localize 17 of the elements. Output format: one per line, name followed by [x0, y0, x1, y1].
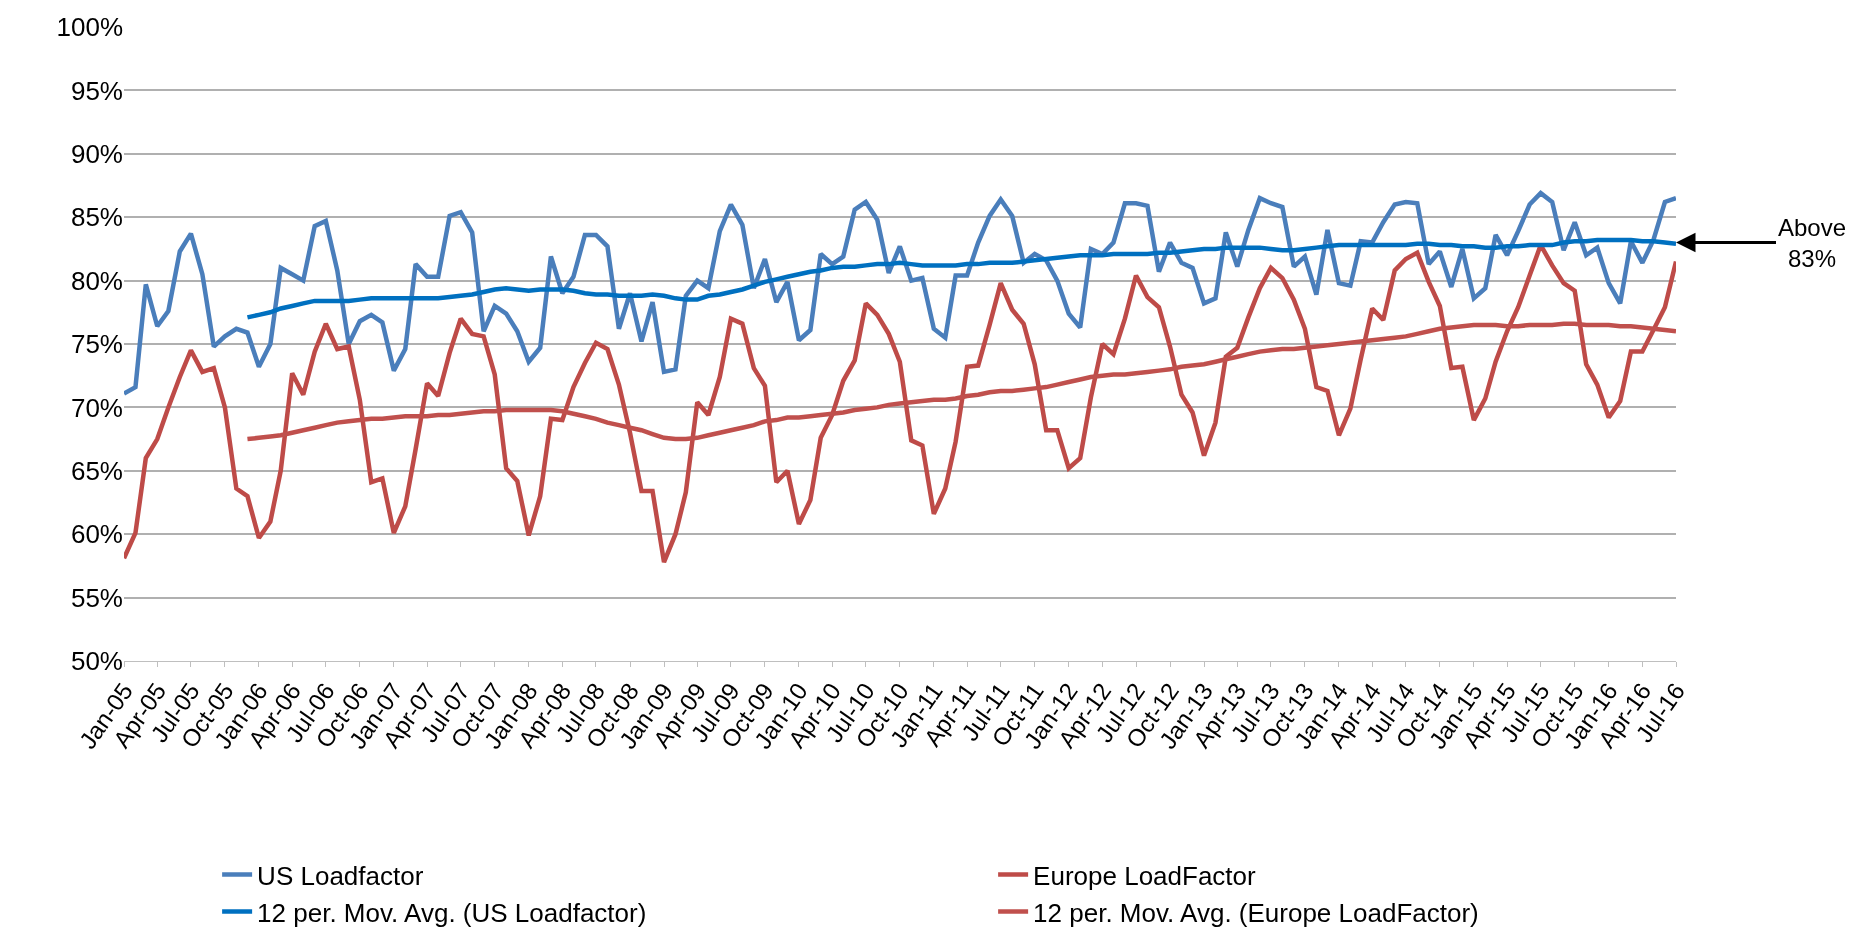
y-tick-label: 90%	[70, 138, 123, 169]
annotation: Above 83%	[1778, 214, 1847, 273]
y-tick-label: 65%	[70, 455, 123, 486]
legend-label: US Loadfactor	[257, 860, 424, 891]
legend-label: 12 per. Mov. Avg. (Europe LoadFactor)	[1033, 897, 1479, 928]
y-tick-label: 100%	[56, 12, 123, 43]
line-series	[124, 190, 1676, 396]
legend-label: 12 per. Mov. Avg. (US Loadfactor)	[257, 897, 647, 928]
y-tick-label: 85%	[70, 202, 123, 233]
y-tick-label: 95%	[70, 75, 123, 106]
y-tick-label: 80%	[70, 265, 123, 296]
y-tick-label: 50%	[70, 646, 123, 677]
y-tick-label: 55%	[70, 582, 123, 613]
y-tick-label: 70%	[70, 392, 123, 423]
y-tick-label: 60%	[70, 519, 123, 550]
legend-label: Europe LoadFactor	[1033, 860, 1257, 891]
y-tick-label: 75%	[70, 329, 123, 360]
